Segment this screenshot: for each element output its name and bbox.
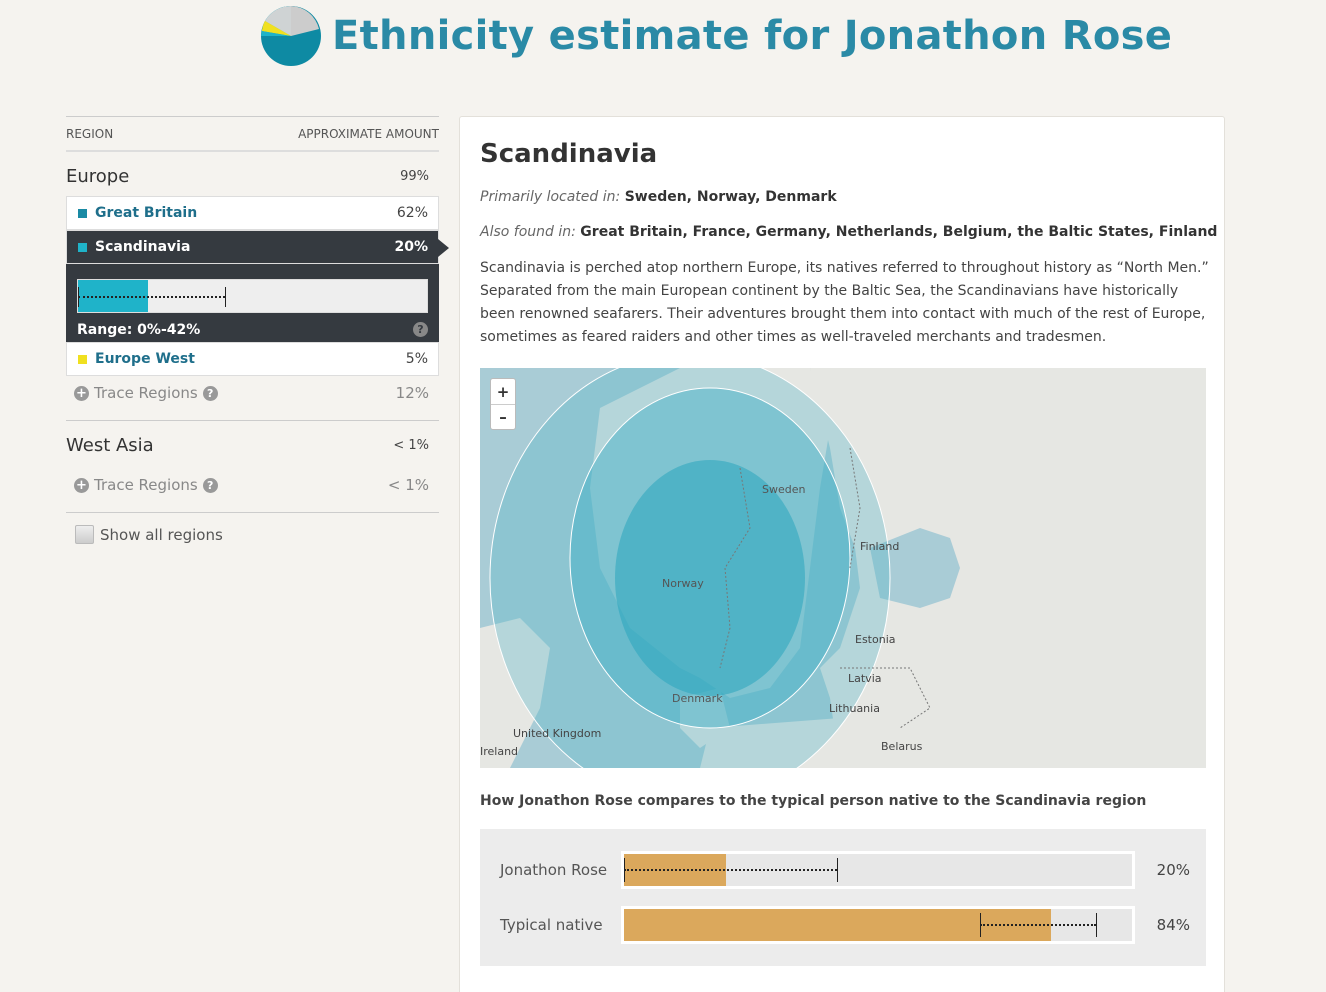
compare-row-user: Jonathon Rose 20%: [500, 851, 1190, 889]
region-name: Scandinavia: [95, 239, 191, 255]
map-label-latvia: Latvia: [848, 672, 882, 685]
compare-heading: How Jonathon Rose compares to the typica…: [480, 793, 1147, 809]
region-row-scandinavia[interactable]: Scandinavia 20%: [66, 230, 449, 264]
legend-swatch: [78, 242, 87, 252]
plus-circle-icon: +: [74, 477, 89, 493]
page-title: Ethnicity estimate for Jonathon Rose: [332, 13, 1173, 59]
map-label-united-kingdom: United Kingdom: [513, 727, 601, 740]
group-west-asia[interactable]: West Asia < 1%: [66, 435, 439, 456]
region-name: Great Britain: [95, 205, 198, 221]
trace-label: Trace Regions: [94, 384, 198, 402]
zoom-out-button[interactable]: –: [491, 404, 515, 429]
region-pct: 62%: [396, 205, 428, 221]
checkbox-icon[interactable]: [75, 525, 94, 544]
group-pct: 99%: [400, 169, 429, 184]
compare-panel: Jonathon Rose 20% Typical native 84%: [480, 829, 1206, 966]
compare-pct: 20%: [1156, 861, 1190, 879]
trace-regions-west-asia[interactable]: + Trace Regions? < 1%: [66, 468, 439, 502]
region-row-europe-west[interactable]: Europe West 5%: [66, 342, 439, 376]
range-min-tick: [78, 287, 79, 307]
compare-row-native: Typical native 84%: [500, 906, 1190, 944]
map-label-lithuania: Lithuania: [829, 702, 880, 715]
selection-arrow: [438, 239, 449, 257]
region-row-great-britain[interactable]: Great Britain 62%: [66, 196, 439, 230]
compare-max-tick: [837, 858, 838, 882]
compare-name: Typical native: [500, 916, 603, 934]
region-map[interactable]: Sweden Finland Norway Estonia Latvia Den…: [480, 368, 1206, 768]
map-label-finland: Finland: [860, 540, 899, 553]
primarily-located: Primarily located in: Sweden, Norway, De…: [480, 189, 837, 205]
legend-swatch: [78, 208, 87, 218]
ethnicity-table: REGION APPROXIMATE AMOUNT Europe 99% Gre…: [66, 116, 449, 544]
trace-label: Trace Regions: [94, 476, 198, 494]
map-label-norway: Norway: [662, 577, 704, 590]
page-header: Ethnicity estimate for Jonathon Rose: [260, 4, 1172, 68]
range-bar: [77, 279, 428, 313]
show-all-label: Show all regions: [100, 525, 223, 544]
region-pct: 20%: [394, 239, 428, 255]
legend-swatch: [78, 354, 87, 364]
range-label: Range: 0%-42%: [77, 322, 201, 338]
compare-bar: [621, 906, 1135, 944]
map-canvas[interactable]: Sweden Finland Norway Estonia Latvia Den…: [480, 368, 1206, 768]
map-label-belarus: Belarus: [881, 740, 923, 753]
trace-pct: < 1%: [387, 476, 429, 494]
region-detail-card: Scandinavia Primarily located in: Sweden…: [459, 116, 1225, 992]
help-icon[interactable]: ?: [202, 385, 218, 401]
trace-pct: 12%: [395, 384, 429, 402]
compare-name: Jonathon Rose: [500, 861, 608, 879]
compare-max-tick: [1096, 913, 1097, 937]
also-found: Also found in: Great Britain, France, Ge…: [480, 224, 1217, 240]
region-pct: 5%: [405, 351, 428, 367]
region-title: Scandinavia: [480, 139, 658, 169]
range-max-tick: [225, 287, 226, 307]
compare-pct: 84%: [1156, 916, 1190, 934]
trace-regions-europe[interactable]: + Trace Regions? 12%: [66, 376, 439, 410]
map-label-sweden: Sweden: [762, 483, 805, 496]
map-label-denmark: Denmark: [672, 692, 723, 705]
plus-circle-icon: +: [74, 385, 89, 401]
group-pct: < 1%: [393, 438, 429, 453]
divider: [66, 420, 439, 421]
group-name: Europe: [66, 166, 130, 187]
zoom-in-button[interactable]: +: [496, 382, 510, 401]
compare-min-tick: [980, 913, 981, 937]
map-label-ireland: Ireland: [480, 745, 518, 758]
help-icon[interactable]: ?: [202, 477, 218, 493]
also-label: Also found in:: [480, 224, 576, 240]
column-region: REGION: [66, 127, 114, 141]
divider: [66, 512, 439, 513]
compare-min-tick: [624, 858, 625, 882]
help-icon[interactable]: ?: [413, 322, 428, 337]
ethnicity-pie-icon: [261, 5, 321, 66]
map-zoom-control: + –: [490, 378, 516, 430]
column-amount: APPROXIMATE AMOUNT: [298, 127, 439, 141]
region-range-detail: Range: 0%-42% ?: [66, 264, 439, 342]
show-all-regions-checkbox[interactable]: Show all regions: [75, 525, 439, 544]
compare-range-line: [980, 924, 1096, 926]
primarily-value: Sweden, Norway, Denmark: [624, 189, 837, 205]
region-name: Europe West: [95, 351, 195, 367]
table-header: REGION APPROXIMATE AMOUNT: [66, 116, 439, 152]
primarily-label: Primarily located in:: [480, 189, 621, 205]
compare-range-line: [624, 869, 837, 871]
range-line: [78, 296, 225, 298]
group-europe[interactable]: Europe 99%: [66, 166, 439, 187]
region-description: Scandinavia is perched atop northern Eur…: [480, 260, 1209, 345]
also-value: Great Britain, France, Germany, Netherla…: [580, 224, 1218, 240]
group-name: West Asia: [66, 435, 154, 456]
compare-bar: [621, 851, 1135, 889]
compare-fill: [624, 909, 1051, 941]
map-label-estonia: Estonia: [855, 633, 896, 646]
